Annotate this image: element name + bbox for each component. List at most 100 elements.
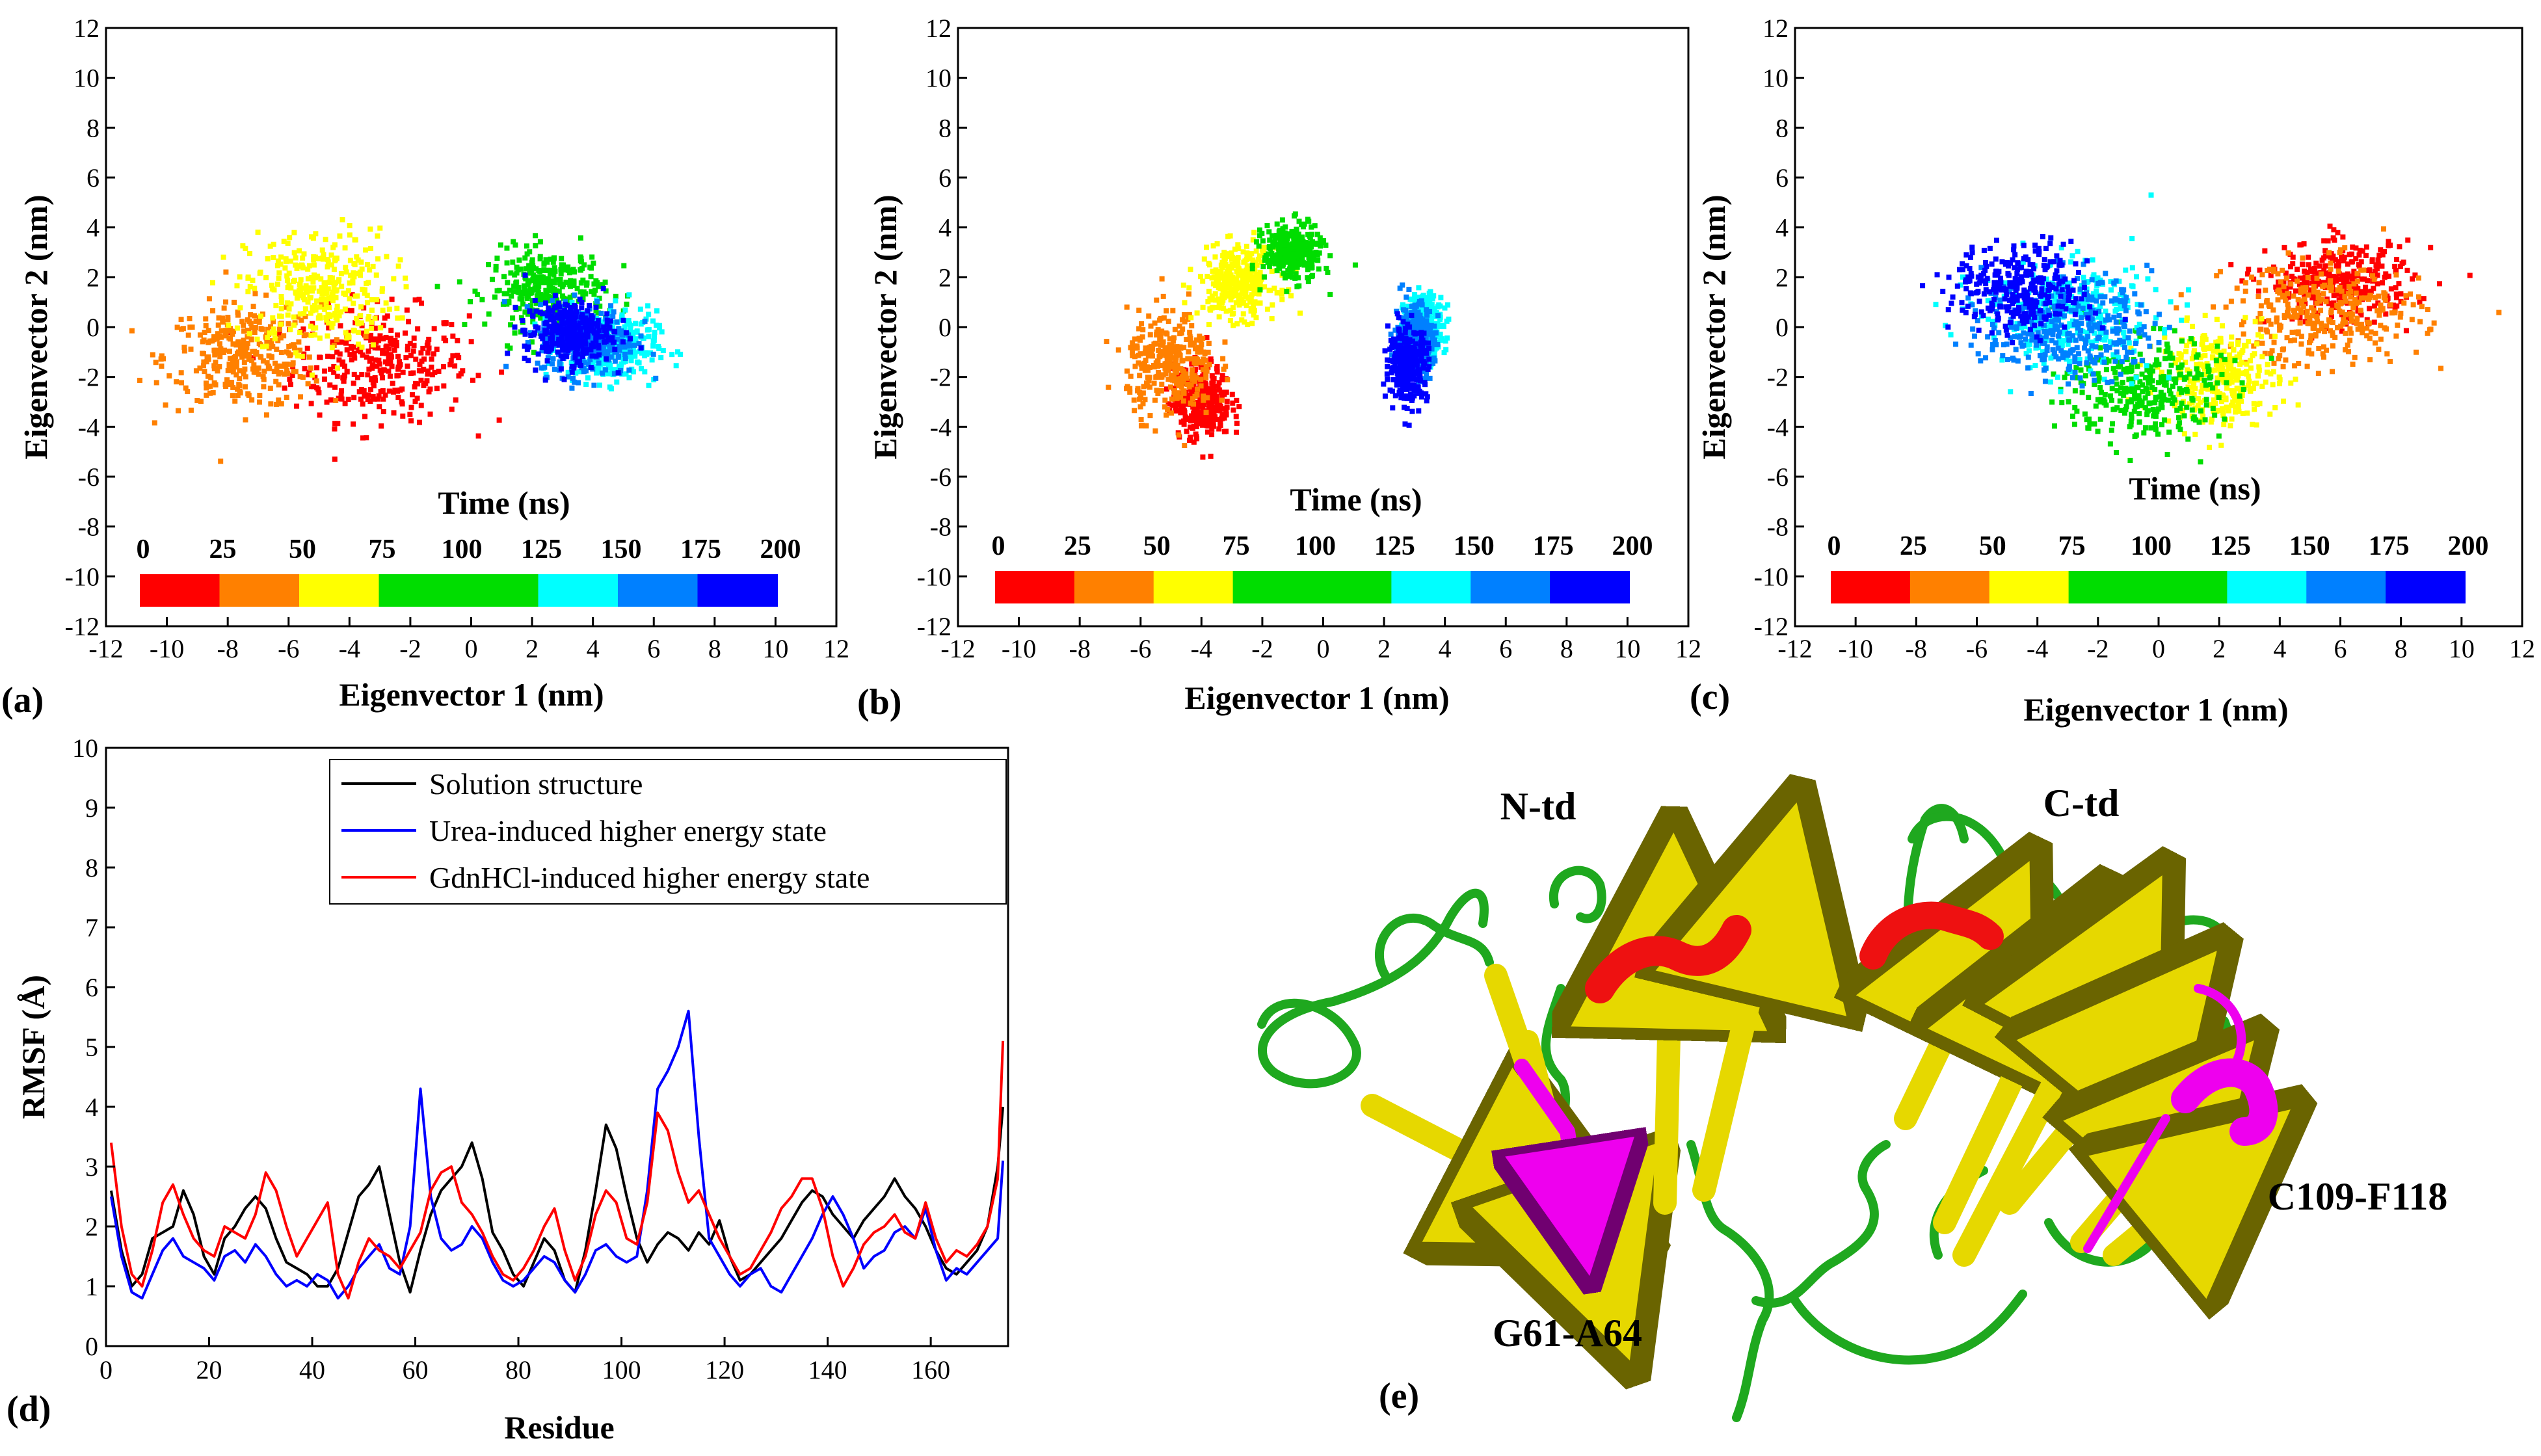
scatter-point	[1135, 386, 1141, 391]
scatter-point	[1209, 275, 1215, 281]
scatter-point	[1199, 386, 1205, 391]
scatter-point	[321, 376, 327, 382]
scatter-point	[1186, 291, 1191, 297]
scatter-point	[1210, 243, 1216, 249]
scatter-point	[512, 324, 518, 330]
scatter-point	[1413, 303, 1419, 309]
scatter-point	[522, 285, 527, 291]
scatter-point	[201, 363, 207, 369]
scatter-point	[1203, 370, 1209, 376]
scatter-point	[1200, 405, 1206, 411]
scatter-point	[619, 332, 625, 338]
scatter-point	[1443, 338, 1448, 344]
scatter-point	[1404, 406, 1410, 412]
scatter-point	[237, 305, 243, 311]
scatter-point	[529, 298, 535, 304]
scatter-point	[2373, 263, 2379, 269]
scatter-point	[1398, 382, 1404, 388]
scatter-point	[552, 280, 557, 285]
scatter-point	[585, 375, 591, 381]
scatter-point	[421, 356, 427, 362]
scatter-point	[628, 326, 633, 332]
scatter-point	[579, 354, 585, 360]
scatter-point	[583, 368, 589, 374]
scatter-point	[1143, 423, 1149, 429]
scatter-point	[1426, 290, 1432, 296]
scatter-point	[1140, 401, 1146, 406]
scatter-point	[257, 399, 263, 405]
scatter-point	[2325, 238, 2331, 244]
scatter-point	[1307, 235, 1313, 241]
x-tick-label: 10	[1614, 634, 1640, 663]
scatter-point	[1310, 254, 1316, 259]
scatter-point	[2405, 237, 2411, 243]
scatter-point	[415, 326, 421, 332]
scatter-point	[642, 319, 648, 324]
colorbar-segment	[1470, 571, 1551, 603]
scatter-point	[286, 282, 292, 288]
scatter-point	[1412, 384, 1418, 390]
scatter-point	[2381, 226, 2387, 232]
scatter-point	[1193, 431, 1199, 437]
scatter-point	[287, 235, 293, 241]
scatter-point	[270, 344, 276, 350]
scatter-point	[2321, 238, 2327, 244]
scatter-point	[322, 291, 328, 297]
scatter-point	[1243, 284, 1249, 290]
scatter-point	[1146, 313, 1152, 319]
scatter-point	[646, 382, 652, 388]
scatter-point	[1128, 345, 1134, 351]
scatter-point	[403, 355, 409, 361]
scatter-point	[567, 295, 573, 300]
scatter-point	[1182, 415, 1188, 421]
scatter-point	[565, 374, 571, 380]
scatter-point	[390, 380, 395, 386]
scatter-point	[508, 270, 514, 276]
scatter-point	[176, 408, 181, 414]
scatter-point	[226, 335, 232, 341]
scatter-point	[316, 256, 322, 261]
scatter-point	[1225, 293, 1231, 299]
scatter-point	[268, 324, 274, 330]
scatter-point	[329, 345, 335, 351]
colorbar-segment	[1550, 571, 1630, 603]
scatter-point	[344, 368, 350, 374]
scatter-point	[1316, 241, 1322, 246]
scatter-point	[286, 306, 292, 312]
scatter-point	[1191, 439, 1197, 445]
scatter-point	[2335, 263, 2341, 269]
scatter-point	[1198, 390, 1204, 396]
scatter-point	[2308, 267, 2313, 272]
scatter-point	[1392, 339, 1398, 345]
scatter-point	[210, 308, 216, 313]
scatter-point	[1216, 314, 1222, 320]
scatter-point	[525, 278, 531, 284]
scatter-point	[1175, 376, 1181, 382]
scatter-point	[660, 348, 666, 354]
scatter-point	[316, 390, 322, 396]
scatter-point	[1259, 247, 1265, 253]
pca-panel-a: -12 -10 -8 -6 -4 -2 0 2 4 6 8 10 12 -12-10-8-6-4-202…	[1, 14, 849, 721]
scatter-point	[1176, 383, 1182, 389]
scatter-point	[1182, 443, 1188, 449]
scatter-point	[643, 350, 648, 356]
scatter-point	[1138, 362, 1144, 367]
scatter-point	[323, 304, 329, 310]
scatter-point	[253, 318, 259, 324]
scatter-point	[384, 343, 390, 349]
scatter-point	[390, 389, 396, 395]
scatter-point	[2375, 300, 2381, 306]
scatter-point	[1189, 323, 1195, 328]
scatter-point	[558, 271, 564, 277]
scatter-point	[1385, 364, 1390, 369]
scatter-point	[516, 257, 522, 263]
scatter-point	[2341, 272, 2347, 278]
scatter-point	[377, 367, 383, 373]
scatter-point	[522, 255, 528, 261]
scatter-point	[263, 412, 269, 418]
scatter-point	[536, 268, 542, 274]
scatter-point	[1429, 315, 1435, 321]
scatter-point	[418, 377, 424, 383]
scatter-point	[2281, 279, 2287, 285]
scatter-point	[494, 256, 500, 261]
